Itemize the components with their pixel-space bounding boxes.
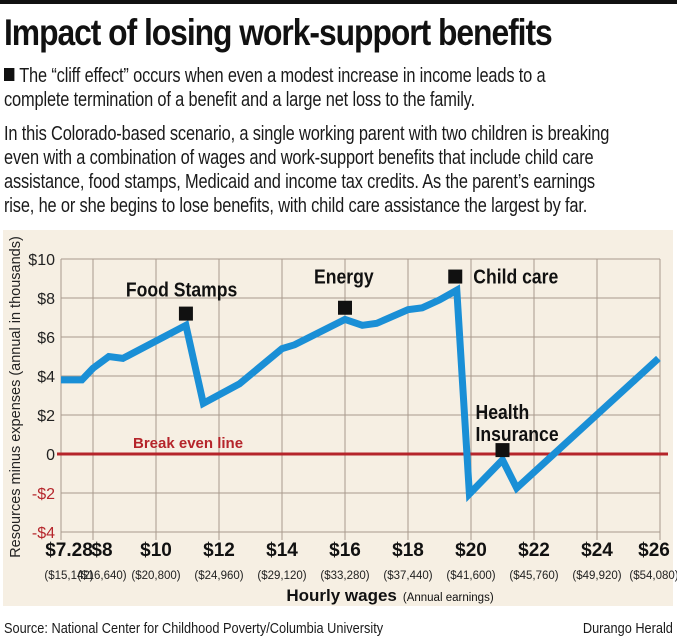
x-tick-sublabel: ($24,960)	[194, 570, 243, 582]
break-even-label: Break even line	[133, 435, 243, 452]
y-tick-label: $10	[28, 252, 55, 269]
x-axis-label-sub: (Annual earnings)	[403, 592, 494, 604]
x-tick-sublabel: ($41,600)	[446, 570, 495, 582]
x-tick-label: $20	[455, 540, 487, 561]
x-tick-label: $18	[392, 540, 424, 561]
x-tick-sublabel: ($29,120)	[257, 570, 306, 582]
body-line: assistance, food stamps, Medicaid and in…	[4, 170, 595, 193]
annotation-marker-square	[448, 269, 463, 284]
x-tick-label: $7.28	[45, 540, 93, 561]
x-tick-sublabel: ($20,800)	[131, 570, 180, 582]
x-tick-label: $26	[638, 540, 670, 561]
x-tick-sublabel: ($15,142)	[44, 570, 93, 582]
source-note: Source: National Center for Childhood Po…	[4, 620, 384, 637]
x-tick-label: $8	[91, 540, 112, 561]
annotation-markers: Food Stamps Energy Child care HealthInsuran…	[126, 266, 559, 458]
y-tick-label: 0	[46, 447, 55, 464]
x-axis-label: Hourly wages (Annual earnings)	[286, 586, 493, 605]
x-tick-label: $22	[518, 540, 550, 561]
x-tick-sublabel: ($45,760)	[509, 570, 558, 582]
x-tick-sublabel: ($54,080)	[629, 570, 677, 582]
body-line: even with a combination of wages and wor…	[4, 146, 594, 169]
x-tick-sublabel: ($49,920)	[572, 570, 621, 582]
annotation-label: Health	[476, 401, 530, 423]
series-line	[61, 284, 661, 503]
body-line: rise, he or she begins to lose benefits,…	[4, 194, 588, 217]
annotation-label: Insurance	[476, 423, 559, 445]
annotation-label: Child care	[473, 266, 558, 288]
series-group	[60, 284, 661, 503]
annotation-marker-square	[178, 306, 193, 321]
body-paragraph: In this Colorado-based scenario, a singl…	[4, 122, 609, 218]
x-tick-label: $10	[140, 540, 172, 561]
top-rule	[0, 0, 677, 4]
body-line: In this Colorado-based scenario, a singl…	[4, 122, 610, 145]
annotation-label: Food Stamps	[126, 279, 237, 301]
annotation-marker-square	[338, 300, 352, 315]
y-tick-label: -$4	[32, 525, 55, 542]
page-title: Impact of losing work-support benefits	[4, 12, 553, 53]
y-tick-label: $8	[37, 291, 55, 308]
x-tick-label: $12	[203, 540, 235, 561]
annotation-label: Energy	[314, 266, 374, 288]
x-tick-label: $16	[329, 540, 361, 561]
intro-line-1: The “cliff effect” occurs when even a mo…	[19, 64, 546, 87]
intro-line-2: complete termination of a benefit and a …	[4, 88, 475, 111]
publisher-credit: Durango Herald	[582, 620, 673, 637]
intro-paragraph: The “cliff effect” occurs when even a mo…	[4, 64, 546, 112]
annotation-marker-square	[495, 443, 510, 458]
x-axis-label-main: Hourly wages	[286, 586, 397, 605]
chart-panel	[3, 230, 673, 606]
x-tick-sublabel: ($37,440)	[383, 570, 432, 582]
y-axis-label: Resources minus expenses (annual in thou…	[8, 236, 24, 558]
x-tick-sublabel: ($16,640)	[77, 570, 126, 582]
x-axis-ticks: $7.28 ($15,142) $8 ($16,640) $10 ($20,800) $12…	[44, 540, 677, 582]
y-tick-label: $4	[37, 369, 55, 386]
bullet-square-icon	[4, 68, 15, 81]
break-even-line-group: Break even line	[57, 435, 668, 456]
x-tick-label: $24	[581, 540, 613, 561]
grid	[60, 258, 661, 540]
x-tick-label: $14	[266, 540, 298, 561]
x-tick-sublabel: ($33,280)	[320, 570, 369, 582]
y-tick-label: -$2	[32, 486, 55, 503]
y-axis-ticks: $10 $8 $6 $4 $2 0 -$2 -$4	[28, 252, 55, 542]
y-tick-label: $2	[37, 408, 55, 425]
y-tick-label: $6	[37, 330, 55, 347]
